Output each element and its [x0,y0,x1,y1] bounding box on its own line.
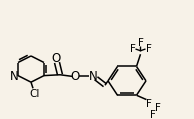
Text: O: O [70,70,80,83]
Text: F: F [146,99,152,109]
Text: F: F [150,110,155,119]
Text: F: F [155,103,160,113]
Text: F: F [138,38,143,48]
Text: N: N [89,70,97,83]
Text: F: F [130,44,135,54]
Text: F: F [146,44,152,54]
Text: Cl: Cl [30,89,40,99]
Text: N: N [10,70,18,83]
Text: O: O [51,52,61,65]
